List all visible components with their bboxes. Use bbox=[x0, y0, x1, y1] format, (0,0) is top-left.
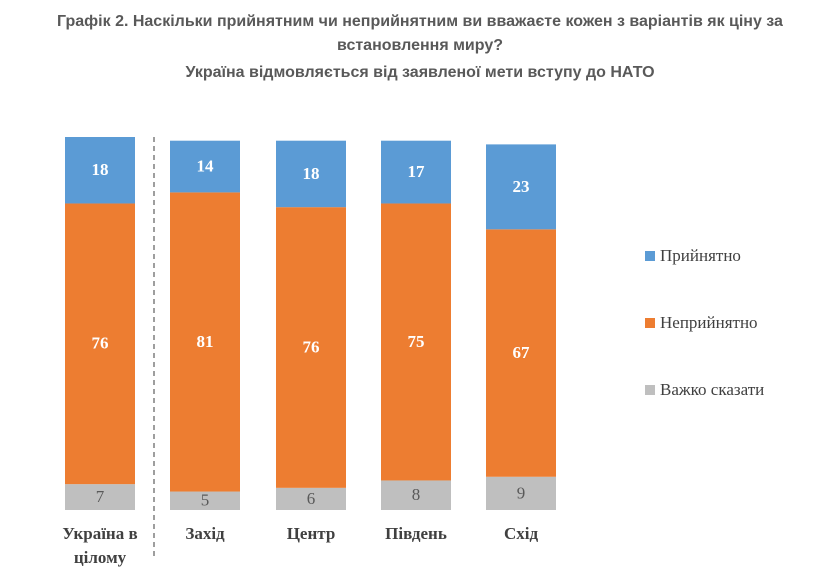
data-label: 75 bbox=[408, 332, 425, 351]
bar-segment bbox=[65, 484, 135, 510]
legend-swatch bbox=[645, 318, 655, 328]
chart-title: Графік 2. Наскільки прийнятним чи неприй… bbox=[57, 13, 783, 54]
bar-segment bbox=[65, 203, 135, 485]
data-label: 18 bbox=[303, 164, 320, 183]
bar-segment bbox=[276, 207, 346, 488]
bar-segment bbox=[276, 140, 346, 208]
bar-segment bbox=[170, 491, 240, 510]
data-label: 17 bbox=[408, 162, 426, 181]
data-label: 18 bbox=[92, 160, 109, 179]
bar-segment bbox=[381, 203, 451, 481]
bar-segment bbox=[486, 144, 556, 230]
bar-segment bbox=[276, 487, 346, 510]
data-label: 8 bbox=[412, 485, 421, 504]
bar-segment bbox=[170, 140, 240, 193]
x-tick-label: Схід bbox=[503, 524, 539, 543]
data-label: 81 bbox=[197, 332, 214, 351]
legend-label: Важко сказати bbox=[660, 380, 764, 399]
bar-segment bbox=[381, 140, 451, 204]
data-label: 76 bbox=[92, 334, 109, 353]
data-label: 14 bbox=[197, 156, 215, 175]
data-label: 67 bbox=[513, 343, 531, 362]
x-tick-label: Захід bbox=[185, 524, 225, 543]
legend-swatch bbox=[645, 251, 655, 261]
data-label: 6 bbox=[307, 489, 316, 508]
data-label: 5 bbox=[201, 491, 210, 510]
data-label: 76 bbox=[303, 337, 320, 356]
bar-segment bbox=[170, 192, 240, 492]
x-tick-label: Південь bbox=[385, 524, 447, 543]
bar-segment bbox=[65, 137, 135, 204]
legend-swatch bbox=[645, 385, 655, 395]
x-tick-label: Україна в цілому bbox=[62, 524, 138, 567]
data-label: 23 bbox=[513, 177, 530, 196]
data-label: 9 bbox=[517, 483, 526, 502]
chart-subtitle: Україна відмовляється від заявленої мети… bbox=[185, 64, 655, 81]
bar-segment bbox=[381, 480, 451, 510]
bar-segment bbox=[486, 229, 556, 477]
bar-segment bbox=[486, 476, 556, 510]
legend-label: Неприйнятно bbox=[660, 313, 758, 332]
legend-label: Прийнятно bbox=[660, 246, 741, 265]
data-label: 7 bbox=[96, 487, 105, 506]
x-tick-label: Центр bbox=[286, 524, 336, 543]
